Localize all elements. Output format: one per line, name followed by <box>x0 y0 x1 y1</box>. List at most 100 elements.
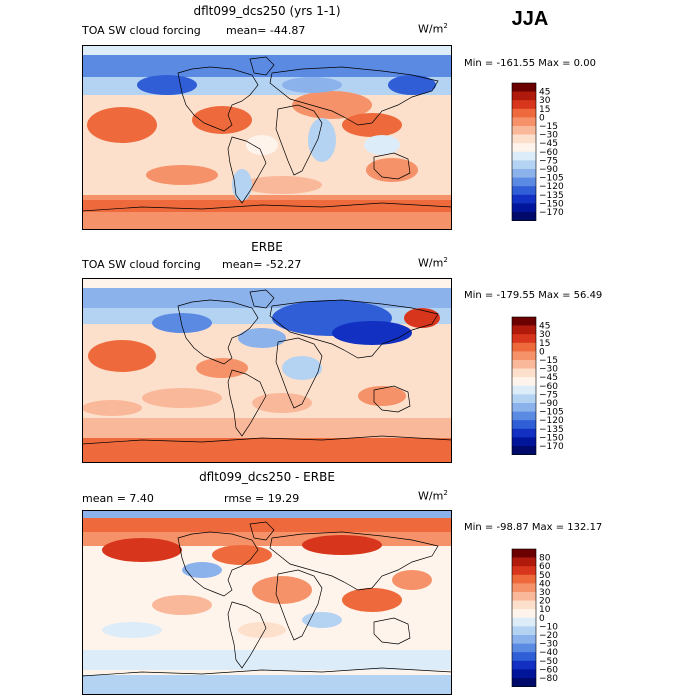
field-region <box>152 595 212 615</box>
colorbar-swatch <box>512 91 536 101</box>
field-region <box>252 393 312 413</box>
map-frame <box>82 278 452 463</box>
colorbar-swatch <box>512 160 536 170</box>
colorbar-level-label: −120 <box>539 416 564 426</box>
colorbar-swatch <box>512 334 536 344</box>
coastline <box>82 435 452 445</box>
colorbar-swatch <box>512 549 536 558</box>
colorbar-swatch <box>512 635 536 644</box>
field-region <box>142 388 222 408</box>
panel-2-min-max: Min = -179.55 Max = 56.49 <box>464 290 603 301</box>
panel-3-title: dflt099_dcs250 - ERBE <box>199 470 335 484</box>
colorbar-level-label: 0 <box>539 347 545 357</box>
panel-3-mean: mean = 7.40 <box>82 492 154 505</box>
colorbar-swatch <box>512 342 536 352</box>
field-region <box>88 340 156 372</box>
colorbar-swatch <box>512 360 536 369</box>
colorbar-swatch <box>512 652 536 662</box>
colorbar-swatch <box>512 566 536 576</box>
panel-1-min-max: Min = -161.55 Max = 0.00 <box>464 58 596 69</box>
field-region <box>82 400 142 416</box>
field-region <box>252 576 312 604</box>
colorbar-swatch <box>512 134 536 144</box>
field-region <box>232 169 252 201</box>
field-region <box>82 55 452 77</box>
colorbar-swatch <box>512 626 536 636</box>
colorbar-level-label: 60 <box>539 562 551 572</box>
field-region <box>82 675 452 695</box>
colorbar-level-label: −40 <box>539 648 558 658</box>
field-region <box>82 200 452 212</box>
field-region <box>182 562 222 578</box>
colorbar-level-label: 45 <box>539 88 550 98</box>
panel-1-units: W/m2 <box>418 22 448 36</box>
colorbar-swatch <box>512 669 536 679</box>
colorbar-level-label: −170 <box>539 208 564 218</box>
colorbar-level-label: −135 <box>539 425 564 435</box>
panel-2-units: W/m2 <box>418 256 448 270</box>
colorbar-level-label: −45 <box>539 373 558 383</box>
colorbar-swatch <box>512 186 536 196</box>
colorbar-level-label: −80 <box>539 674 558 684</box>
coastline <box>249 521 275 541</box>
colorbar-swatch <box>512 117 536 127</box>
colorbar-level-label: 10 <box>539 605 551 615</box>
colorbar-swatch <box>512 403 536 412</box>
field-region <box>404 308 440 328</box>
colorbar-level-label: −60 <box>539 382 558 392</box>
colorbar-level-label: −60 <box>539 665 558 675</box>
panel-2-colorbar: 4530150−15−30−45−60−75−90−105−120−135−15… <box>511 316 564 455</box>
field-region <box>196 358 248 378</box>
colorbar-swatch <box>512 428 536 438</box>
coastline <box>177 66 259 132</box>
coastline <box>82 667 452 677</box>
field-region <box>332 321 412 345</box>
field-region <box>292 91 372 119</box>
field-region <box>146 165 218 185</box>
field-region <box>342 588 402 612</box>
field-region <box>238 328 286 348</box>
coastline <box>227 136 267 204</box>
colorbar-swatch <box>512 203 536 213</box>
panel-3-min-max: Min = -98.87 Max = 132.17 <box>464 522 603 533</box>
colorbar-swatch <box>512 212 536 221</box>
coastline <box>373 152 411 180</box>
colorbar-swatch <box>512 411 536 421</box>
colorbar-level-label: −105 <box>539 408 564 418</box>
panel-1-mean: mean= -44.87 <box>226 24 306 37</box>
colorbar-swatch <box>512 151 536 161</box>
field-region <box>246 135 278 155</box>
colorbar-swatch <box>512 420 536 430</box>
panel-1-map <box>82 45 452 230</box>
colorbar-swatch <box>512 394 536 404</box>
colorbar-swatch <box>512 194 536 204</box>
colorbar-level-label: −45 <box>539 139 558 149</box>
colorbar-swatch <box>512 351 536 361</box>
colorbar-level-label: 50 <box>539 571 551 581</box>
colorbar-swatch <box>512 446 536 455</box>
colorbar-level-label: −15 <box>539 356 558 366</box>
colorbar-level-label: −20 <box>539 631 558 641</box>
coastline <box>177 299 259 365</box>
panel-2-map <box>82 278 452 463</box>
colorbar-level-label: −105 <box>539 174 564 184</box>
field-region <box>364 135 400 155</box>
panel-1-variable: TOA SW cloud forcing <box>82 24 201 37</box>
colorbar-level-label: −15 <box>539 122 558 132</box>
field-region <box>238 622 286 638</box>
field-region <box>212 545 272 565</box>
season-label: JJA <box>511 8 549 30</box>
map-frame <box>82 510 452 695</box>
colorbar-swatch <box>512 385 536 395</box>
field-region <box>282 77 342 93</box>
field-region <box>358 386 406 406</box>
colorbar-swatch <box>512 660 536 670</box>
colorbar-level-label: −10 <box>539 622 558 632</box>
colorbar-level-label: −75 <box>539 156 558 166</box>
coastline <box>373 617 411 645</box>
panel-2-title: ERBE <box>251 240 283 254</box>
coastline <box>249 56 275 76</box>
colorbar-swatch <box>512 100 536 110</box>
coastline <box>373 385 411 413</box>
